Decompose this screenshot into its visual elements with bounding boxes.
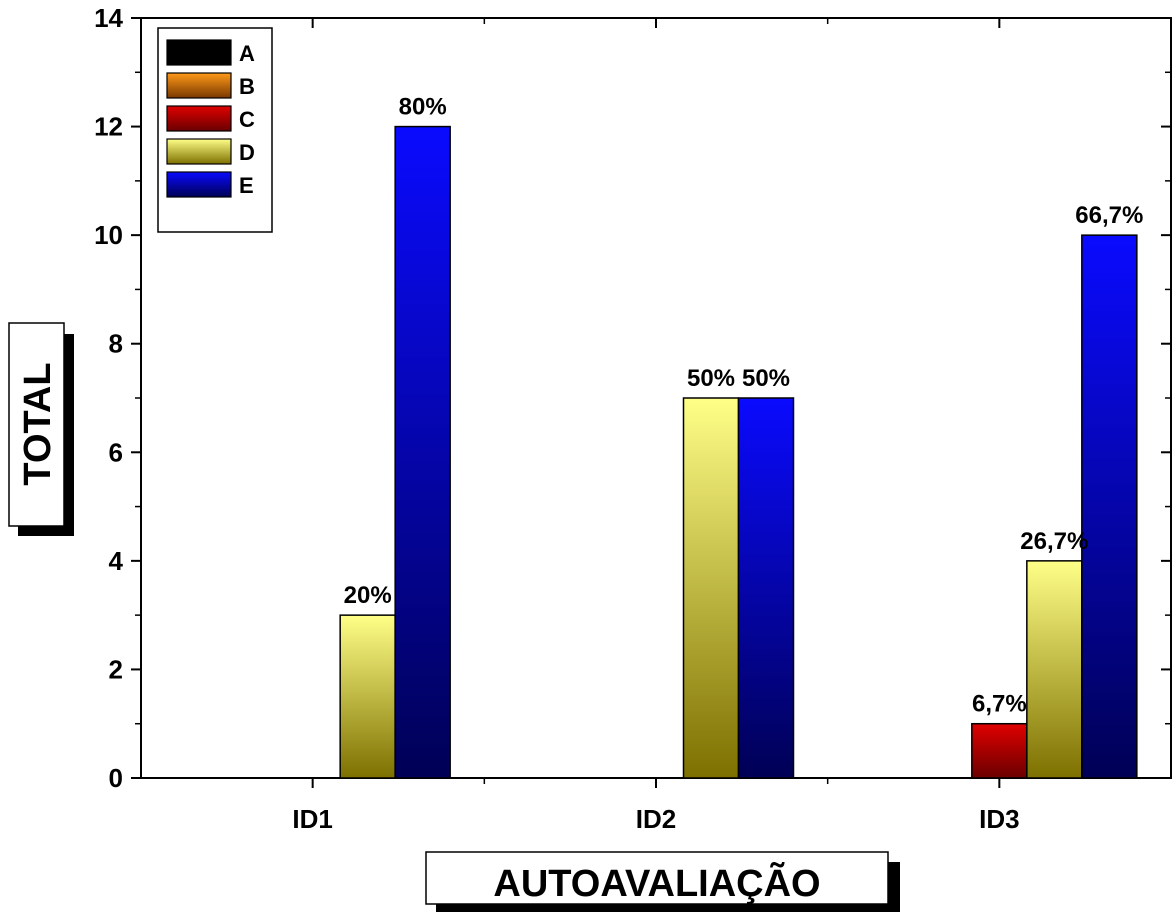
legend-label-E: E (239, 173, 254, 198)
bar-value-label: 26,7% (1020, 528, 1088, 555)
x-tick-label: ID3 (979, 804, 1019, 834)
legend-swatch-B (166, 72, 232, 99)
bars (339, 125, 1138, 779)
y-tick-label: 4 (109, 546, 124, 576)
legend-label-B: B (239, 74, 255, 99)
x-axis-title-box (425, 851, 889, 905)
bar-E-ID2 (737, 397, 795, 779)
y-axis-title: TOTAL (17, 362, 59, 485)
y-tick-label: 14 (94, 3, 123, 33)
bar-E-ID3 (1081, 234, 1138, 779)
bar-D-ID1 (339, 614, 396, 779)
plot-frame (140, 17, 1172, 779)
bar-value-label: 66,7% (1075, 202, 1143, 229)
legend-swatch-E (166, 171, 232, 198)
bar-value-label: 20% (344, 582, 392, 609)
axis-ticks: 0 2 4 6 8 10 12 14 ID1 ID2 ID3 (94, 3, 1171, 834)
y-tick-label: 2 (109, 654, 123, 684)
bar-value-label: 50% (742, 365, 790, 392)
legend-label-A: A (239, 41, 255, 66)
x-tick-label: ID1 (292, 804, 332, 834)
bar-labels: 20% 80% 50% 50% 6,7% 26,7% 66,7% (344, 94, 1144, 718)
y-tick-label: 6 (109, 437, 123, 467)
legend-label-C: C (239, 107, 255, 132)
y-tick-label: 0 (109, 763, 123, 793)
y-tick-label: 12 (94, 112, 123, 142)
legend-swatch-C (166, 105, 232, 132)
y-axis-title-group: TOTAL (8, 322, 74, 536)
bar-value-label: 50% (687, 365, 735, 392)
legend-swatch-A (166, 39, 232, 66)
bar-value-label: 6,7% (972, 691, 1027, 718)
x-axis-title: AUTOAVALIAÇÃO (493, 861, 820, 905)
bar-D-ID2 (682, 397, 740, 779)
bar-C-ID3 (971, 722, 1028, 779)
y-tick-label: 8 (109, 329, 123, 359)
bar-D-ID3 (1026, 560, 1083, 779)
y-axis-title-box (8, 322, 65, 527)
bar-E-ID1 (394, 125, 451, 779)
legend-swatch-D (166, 138, 232, 165)
y-tick-label: 10 (94, 220, 123, 250)
bar-value-label: 80% (399, 94, 447, 121)
x-axis-title-group: AUTOAVALIAÇÃO (425, 851, 900, 912)
x-tick-label: ID2 (636, 804, 676, 834)
legend-label-D: D (239, 140, 255, 165)
